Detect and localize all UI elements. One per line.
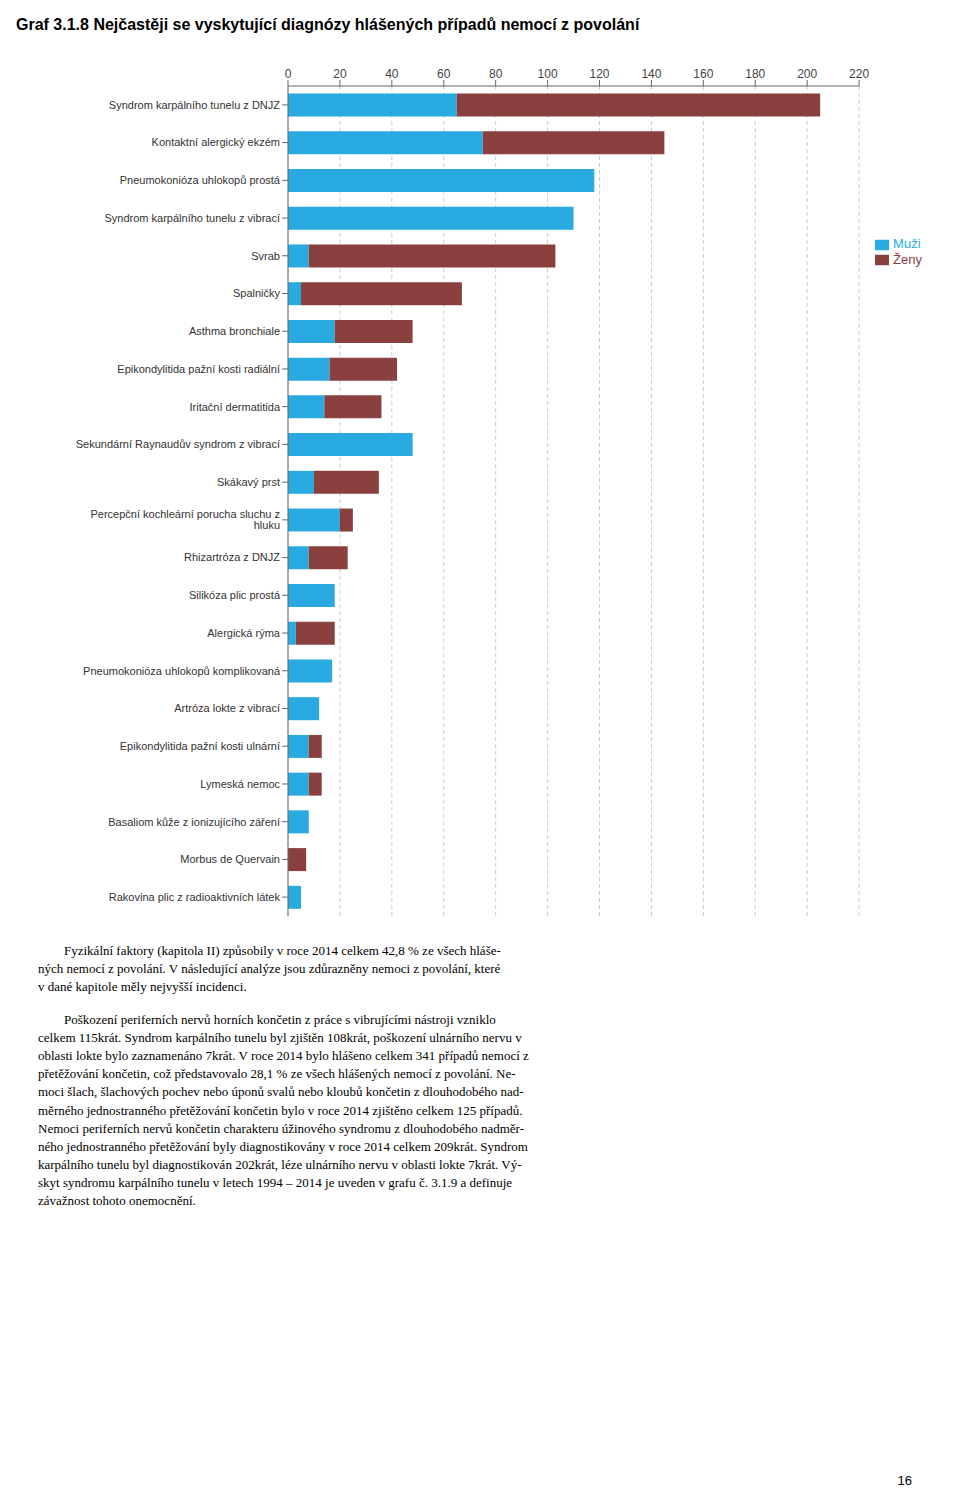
html-text:Ženy: Ženy bbox=[893, 251, 922, 267]
svg-text:Sekundární Raynaudův syndrom z: Sekundární Raynaudův syndrom z vibrací bbox=[76, 438, 280, 450]
svg-text:Syndrom karpálního tunelu z vi: Syndrom karpálního tunelu z vibrací bbox=[105, 212, 280, 224]
svg-text:Pneumokonióza uhlokopů prostá: Pneumokonióza uhlokopů prostá bbox=[120, 174, 281, 186]
svg-text:Svrab: Svrab bbox=[251, 250, 280, 262]
svg-text:Alergická rýma: Alergická rýma bbox=[207, 627, 281, 639]
svg-text:200: 200 bbox=[797, 67, 817, 81]
svg-text:0: 0 bbox=[285, 67, 292, 81]
svg-text:160: 160 bbox=[693, 67, 713, 81]
svg-text:20: 20 bbox=[333, 67, 347, 81]
svg-text:Skákavý prst: Skákavý prst bbox=[217, 476, 280, 488]
svg-text:Silikóza plic prostá: Silikóza plic prostá bbox=[189, 589, 281, 601]
svg-text:Basaliom kůže z ionizujícího z: Basaliom kůže z ionizujícího záření bbox=[108, 816, 280, 828]
svg-text:Epikondylitida pažní kosti uln: Epikondylitida pažní kosti ulnární bbox=[120, 740, 280, 752]
svg-text:Kontaktní alergický ekzém: Kontaktní alergický ekzém bbox=[152, 136, 280, 148]
svg-text:Rakovina plic z radioaktivních: Rakovina plic z radioaktivních látek bbox=[109, 891, 281, 903]
svg-text:Pneumokonióza uhlokopů komplik: Pneumokonióza uhlokopů komplikovaná bbox=[83, 665, 281, 677]
svg-text:Lymeská nemoc: Lymeská nemoc bbox=[200, 778, 280, 790]
html-text:Muži: Muži bbox=[893, 236, 921, 251]
svg-text:Rhizartróza z DNJZ: Rhizartróza z DNJZ bbox=[184, 551, 280, 563]
svg-text:60: 60 bbox=[437, 67, 451, 81]
svg-text:40: 40 bbox=[385, 67, 399, 81]
svg-text:220: 220 bbox=[849, 67, 869, 81]
svg-text:Spalničky: Spalničky bbox=[233, 287, 281, 299]
svg-text:140: 140 bbox=[641, 67, 661, 81]
html-text:Fyzikální faktory (kapitola II: Fyzikální faktory (kapitola II) způsobil… bbox=[38, 943, 501, 995]
svg-text:Iritační dermatitida: Iritační dermatitida bbox=[190, 401, 281, 413]
svg-text:Epikondylitida pažní kosti rad: Epikondylitida pažní kosti radiální bbox=[117, 363, 280, 375]
svg-text:Syndrom karpálního tunelu z DN: Syndrom karpálního tunelu z DNJZ bbox=[109, 99, 280, 111]
svg-text:Artróza lokte z vibrací: Artróza lokte z vibrací bbox=[174, 702, 280, 714]
html-text:16: 16 bbox=[897, 1473, 912, 1488]
svg-text:120: 120 bbox=[589, 67, 609, 81]
svg-text:Morbus de Quervain: Morbus de Quervain bbox=[180, 853, 280, 865]
svg-text:100: 100 bbox=[538, 67, 558, 81]
html-text:Graf 3.1.8 Nejčastěji se vysky: Graf 3.1.8 Nejčastěji se vyskytující dia… bbox=[16, 16, 640, 33]
html-text:Poškození periferních nervů ho: Poškození periferních nervů horních konč… bbox=[38, 1011, 529, 1209]
svg-text:80: 80 bbox=[489, 67, 503, 81]
svg-text:Asthma bronchiale: Asthma bronchiale bbox=[189, 325, 280, 337]
svg-text:Percepční kochleární porucha s: Percepční kochleární porucha sluchu zhlu… bbox=[90, 508, 280, 531]
svg-text:180: 180 bbox=[745, 67, 765, 81]
